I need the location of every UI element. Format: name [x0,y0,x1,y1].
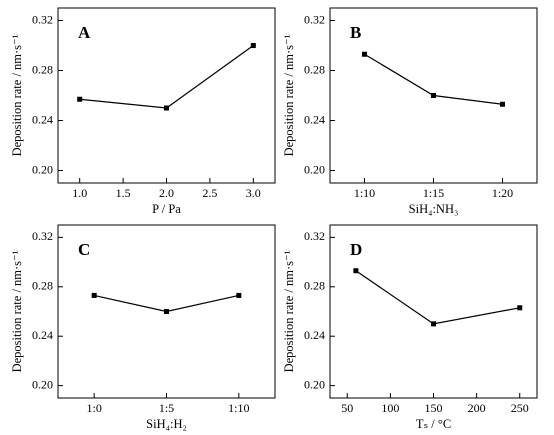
panel-label: C [78,240,90,259]
x-tick-label: 1.5 [116,186,131,200]
x-tick-label: 1.0 [72,186,87,200]
y-tick-label: 0.24 [32,112,53,126]
data-point [250,43,256,48]
x-axis-label: SiH₄:H₂ [146,417,187,431]
x-axis-label: Tₛ / °C [416,417,451,431]
y-tick-label: 0.28 [32,62,53,76]
x-tick-label: 250 [511,401,529,415]
y-axis-label: Deposition rate / nm·s⁻¹ [282,34,296,156]
y-tick-label: 0.32 [32,12,53,26]
x-axis-label: P / Pa [152,202,181,216]
y-axis-label: Deposition rate / nm·s⁻¹ [282,250,296,372]
x-axis-label: SiH₄:NH₃ [409,202,459,216]
y-tick-label: 0.28 [304,62,325,76]
data-point [431,321,436,327]
y-tick-label: 0.20 [32,162,53,176]
x-tick-label: 1:20 [492,186,513,200]
plot-frame [329,224,538,399]
y-axis-label: Deposition rate / nm·s⁻¹ [10,34,24,156]
x-tick-label: 1:0 [86,401,101,415]
plot-frame [329,7,538,184]
plot-frame [57,224,276,399]
data-line [355,270,520,325]
data-point [517,305,523,311]
y-axis-label: Deposition rate / nm·s⁻¹ [10,250,24,372]
x-tick-label: 50 [341,401,353,415]
y-tick-label: 0.20 [304,377,325,391]
x-tick-label: 2.0 [159,186,174,200]
y-tick-label: 0.32 [304,229,325,243]
plot-frame [57,7,276,184]
y-tick-label: 0.24 [304,328,325,342]
data-point [353,268,359,274]
data-point [362,51,367,57]
panel-label: B [350,23,361,42]
x-tick-label: 1:5 [159,401,174,415]
data-point [164,105,169,111]
panel-label: A [78,23,91,42]
x-tick-label: 2.5 [202,186,217,200]
y-tick-label: 0.28 [32,279,53,293]
data-point [164,309,169,314]
x-tick-label: 150 [425,401,443,415]
x-tick-label: 1:15 [423,186,444,200]
data-point [500,101,505,107]
data-line [79,45,254,109]
x-tick-label: 3.0 [246,186,261,200]
data-point [91,292,97,298]
x-tick-label: 1:10 [354,186,375,200]
y-tick-label: 0.24 [32,328,53,342]
data-point [77,96,83,102]
x-tick-label: 1:10 [228,401,249,415]
y-tick-label: 0.32 [304,12,325,26]
data-point [431,93,436,98]
data-point [236,292,242,298]
x-tick-label: 100 [381,401,399,415]
y-tick-label: 0.24 [304,112,325,126]
panel-label: D [350,240,362,259]
y-tick-label: 0.32 [32,229,53,243]
x-tick-label: 200 [468,401,486,415]
y-tick-label: 0.20 [304,162,325,176]
y-tick-label: 0.28 [304,279,325,293]
y-tick-label: 0.20 [32,377,53,391]
